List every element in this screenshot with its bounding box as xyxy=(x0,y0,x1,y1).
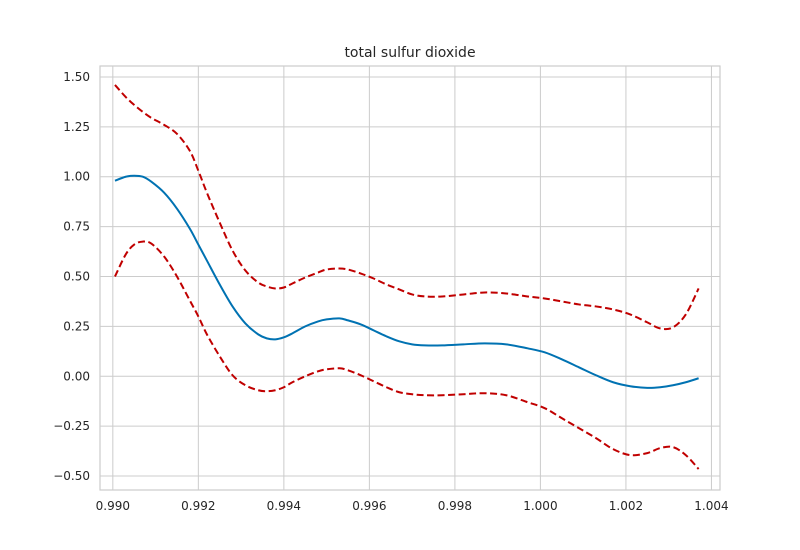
series-layer xyxy=(114,84,700,470)
y-tick-label: 0.50 xyxy=(63,270,90,284)
x-tick-label: 1.000 xyxy=(523,499,557,513)
x-tick-label: 0.994 xyxy=(267,499,301,513)
y-tick-labels: −0.50 −0.25 0.00 0.25 0.50 0.75 1.00 1.25 1.50 xyxy=(53,70,90,483)
x-tick-labels: 0.990 0.992 0.994 0.996 0.998 1.000 1.002 1.004 xyxy=(96,499,729,513)
series-line-lower-bound xyxy=(114,240,700,470)
y-tick-label: 1.00 xyxy=(63,170,90,184)
x-tick-label: 1.002 xyxy=(609,499,643,513)
series-line-upper-bound xyxy=(114,84,700,331)
y-tick-label: 0.00 xyxy=(63,369,90,383)
x-tick-label: 0.990 xyxy=(96,499,130,513)
grid xyxy=(100,66,720,490)
chart-title: total sulfur dioxide xyxy=(344,45,475,61)
y-tick-label: −0.25 xyxy=(53,419,90,433)
y-tick-label: 0.25 xyxy=(63,319,90,333)
x-tick-label: 0.992 xyxy=(181,499,215,513)
series-line-estimate xyxy=(114,174,699,389)
x-tick-label: 0.998 xyxy=(438,499,472,513)
plot-frame xyxy=(99,65,721,491)
y-tick-label: 1.50 xyxy=(63,70,90,84)
x-tick-label: 0.996 xyxy=(352,499,386,513)
y-tick-label: 1.25 xyxy=(63,120,90,134)
x-tick-label: 1.004 xyxy=(694,499,728,513)
y-tick-label: 0.75 xyxy=(63,220,90,234)
y-tick-label: −0.50 xyxy=(53,469,90,483)
